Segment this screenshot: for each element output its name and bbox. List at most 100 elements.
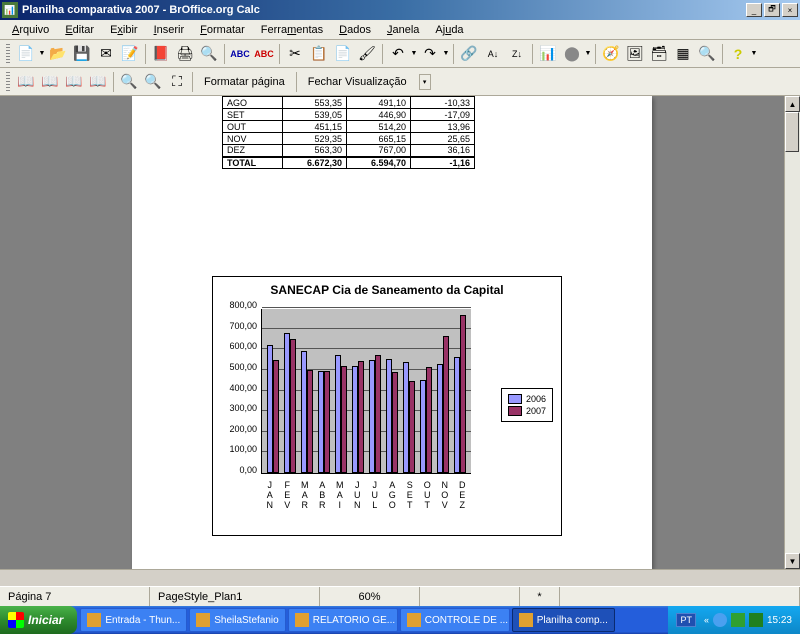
shape-button[interactable]: ⬤ xyxy=(560,42,584,66)
bar xyxy=(426,367,432,473)
copy-button[interactable]: 📋 xyxy=(307,42,331,66)
start-button[interactable]: Iniciar xyxy=(0,606,77,634)
x-tick-label: NOV xyxy=(436,480,454,510)
chart-button[interactable]: 📊 xyxy=(536,42,560,66)
redo-button[interactable]: ↷ xyxy=(418,42,442,66)
standard-toolbar: 📄 ▼ 📂 💾 ✉ 📝 📕 🖨 🔍 ABC ABC ✂ 📋 📄 🖌 ↶ ▼ ↷ … xyxy=(0,40,800,68)
toolbar-grip[interactable] xyxy=(6,44,10,64)
fullscreen-button[interactable]: ⛶ xyxy=(165,70,189,94)
zoom-button[interactable]: 🔍 xyxy=(695,42,719,66)
taskbar-item[interactable]: SheilaStefanio xyxy=(189,608,286,632)
bar xyxy=(273,360,279,473)
document-area: AGO553,35491,10-10,33 SET539,05446,90-17… xyxy=(0,96,800,569)
redo-dropdown[interactable]: ▼ xyxy=(442,42,450,66)
save-button[interactable]: 💾 xyxy=(70,42,94,66)
table-row: SET539,05446,90-17,09 xyxy=(223,109,475,121)
document-scroll[interactable]: AGO553,35491,10-10,33 SET539,05446,90-17… xyxy=(0,96,784,569)
print-button[interactable]: 🖨 xyxy=(173,42,197,66)
scroll-track[interactable] xyxy=(785,112,800,553)
bar xyxy=(290,339,296,473)
scroll-up-button[interactable]: ▲ xyxy=(785,96,800,112)
scroll-thumb[interactable] xyxy=(785,112,799,152)
shape-dropdown[interactable]: ▼ xyxy=(584,42,592,66)
x-tick-label: AGO xyxy=(384,480,402,510)
restore-button[interactable]: 🗗 xyxy=(764,3,780,17)
zoom-in-button[interactable]: 🔍 xyxy=(117,70,141,94)
edit-doc-button[interactable]: 📝 xyxy=(118,42,142,66)
taskbar-item[interactable]: Entrada - Thun... xyxy=(80,608,187,632)
y-tick-label: 0,00 xyxy=(239,465,257,475)
new-doc-button[interactable]: 📄 xyxy=(14,42,38,66)
auto-spellcheck-button[interactable]: ABC xyxy=(252,42,276,66)
undo-dropdown[interactable]: ▼ xyxy=(410,42,418,66)
email-button[interactable]: ✉ xyxy=(94,42,118,66)
bar-group xyxy=(384,359,401,473)
table-row: AGO553,35491,10-10,33 xyxy=(223,97,475,109)
navigator-button[interactable]: 🧭 xyxy=(599,42,623,66)
next-page-button[interactable]: 📖 xyxy=(38,70,62,94)
tray-expand-icon[interactable]: « xyxy=(704,615,709,625)
tray-icon[interactable] xyxy=(749,613,763,627)
format-page-button[interactable]: Formatar página xyxy=(196,76,293,88)
grid-button[interactable]: ▦ xyxy=(671,42,695,66)
taskbar-item[interactable]: RELATORIO GE... xyxy=(288,608,398,632)
zoom-out-button[interactable]: 🔍 xyxy=(141,70,165,94)
x-tick-label: MAR xyxy=(296,480,314,510)
menu-janela[interactable]: Janela xyxy=(379,22,427,38)
taskbar-item[interactable]: CONTROLE DE ... xyxy=(400,608,510,632)
menu-arquivo[interactable]: Arquivo xyxy=(4,22,57,38)
system-tray[interactable]: PT « 15:23 xyxy=(668,606,800,634)
menu-editar[interactable]: Editar xyxy=(57,22,102,38)
menu-exibir[interactable]: Exibir xyxy=(102,22,146,38)
hyperlink-button[interactable]: 🔗 xyxy=(457,42,481,66)
paste-button[interactable]: 📄 xyxy=(331,42,355,66)
sort-desc-button[interactable]: Z↓ xyxy=(505,42,529,66)
y-tick-label: 400,00 xyxy=(229,383,257,393)
sep xyxy=(279,44,280,64)
bar-group xyxy=(366,355,383,473)
menu-dados[interactable]: Dados xyxy=(331,22,379,38)
menu-formatar[interactable]: Formatar xyxy=(192,22,253,38)
taskbar-item[interactable]: Planilha comp... xyxy=(512,608,615,632)
preview-button[interactable]: 🔍 xyxy=(197,42,221,66)
status-zoom[interactable]: 60% xyxy=(320,587,420,606)
status-page: Página 7 xyxy=(0,587,150,606)
menu-ajuda[interactable]: Ajuda xyxy=(427,22,471,38)
gallery-button[interactable]: 🖼 xyxy=(623,42,647,66)
vertical-scrollbar[interactable]: ▲ ▼ xyxy=(784,96,800,569)
help-button[interactable]: ? xyxy=(726,42,750,66)
menu-ferramentas[interactable]: Ferramentas xyxy=(253,22,331,38)
legend-swatch xyxy=(508,394,522,404)
bar-group xyxy=(315,371,332,473)
close-preview-button[interactable]: Fechar Visualização xyxy=(300,76,415,88)
open-button[interactable]: 📂 xyxy=(46,42,70,66)
datasource-button[interactable]: 🗃 xyxy=(647,42,671,66)
minimize-button[interactable]: _ xyxy=(746,3,762,17)
menu-inserir[interactable]: Inserir xyxy=(146,22,193,38)
app-icon: 📊 xyxy=(2,2,18,18)
bar xyxy=(375,355,381,473)
spellcheck-button[interactable]: ABC xyxy=(228,42,252,66)
scroll-down-button[interactable]: ▼ xyxy=(785,553,800,569)
toolbar-overflow[interactable]: ▾ xyxy=(419,74,431,90)
help-dropdown[interactable]: ▼ xyxy=(750,42,758,66)
undo-button[interactable]: ↶ xyxy=(386,42,410,66)
sort-asc-button[interactable]: A↓ xyxy=(481,42,505,66)
tray-icon[interactable] xyxy=(731,613,745,627)
bar xyxy=(443,336,449,473)
language-indicator[interactable]: PT xyxy=(676,613,696,627)
format-paint-button[interactable]: 🖌 xyxy=(355,42,379,66)
bar xyxy=(324,371,330,473)
cut-button[interactable]: ✂ xyxy=(283,42,307,66)
prev-page-button[interactable]: 📖 xyxy=(14,70,38,94)
pdf-button[interactable]: 📕 xyxy=(149,42,173,66)
new-dropdown[interactable]: ▼ xyxy=(38,42,46,66)
close-button[interactable]: × xyxy=(782,3,798,17)
last-page-button[interactable]: 📖 xyxy=(86,70,110,94)
toolbar-grip[interactable] xyxy=(6,72,10,92)
taskbar-item-label: CONTROLE DE ... xyxy=(425,615,508,626)
first-page-button[interactable]: 📖 xyxy=(62,70,86,94)
chart-legend: 20062007 xyxy=(501,388,553,422)
clock[interactable]: 15:23 xyxy=(767,615,792,626)
tray-icon[interactable] xyxy=(713,613,727,627)
